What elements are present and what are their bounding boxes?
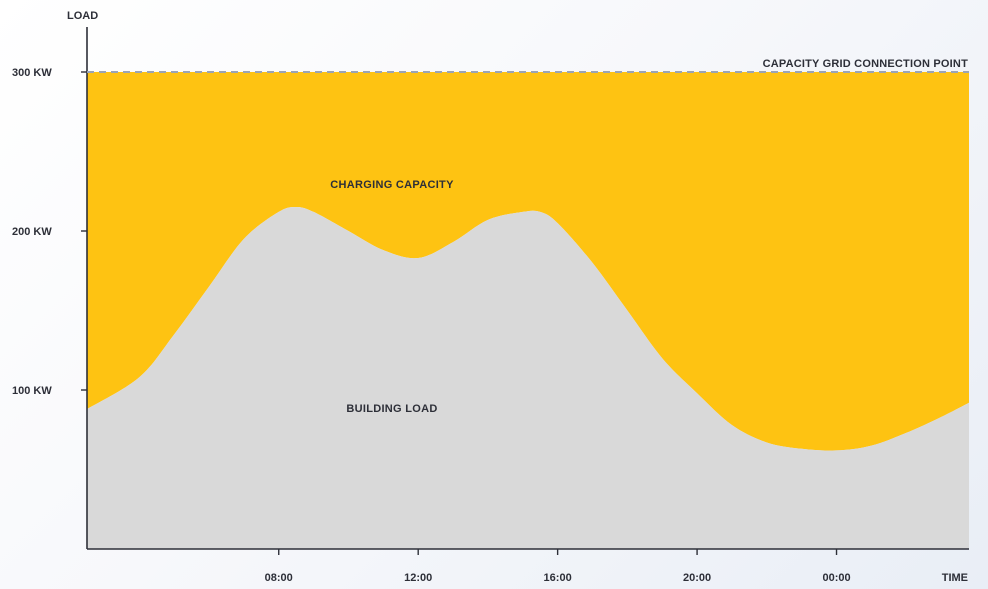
x-tick-label: 12:00 [404, 572, 432, 584]
x-tick-label: 16:00 [544, 572, 572, 584]
y-tick-label: 200 KW [12, 226, 52, 238]
x-tick-label: 08:00 [265, 572, 293, 584]
charging-capacity-area [87, 72, 969, 451]
building-load-area [87, 207, 969, 549]
y-tick-label: 100 KW [12, 385, 52, 397]
y-axis-title: LOAD [67, 10, 98, 22]
reference-line-label: CAPACITY GRID CONNECTION POINT [763, 58, 969, 70]
x-axis-title: TIME [942, 572, 968, 584]
charging-capacity-label: CHARGING CAPACITY [330, 179, 454, 191]
building-load-label: BUILDING LOAD [346, 403, 437, 415]
x-tick-label: 20:00 [683, 572, 711, 584]
y-tick-label: 300 KW [12, 67, 52, 79]
x-tick-label: 00:00 [822, 572, 850, 584]
